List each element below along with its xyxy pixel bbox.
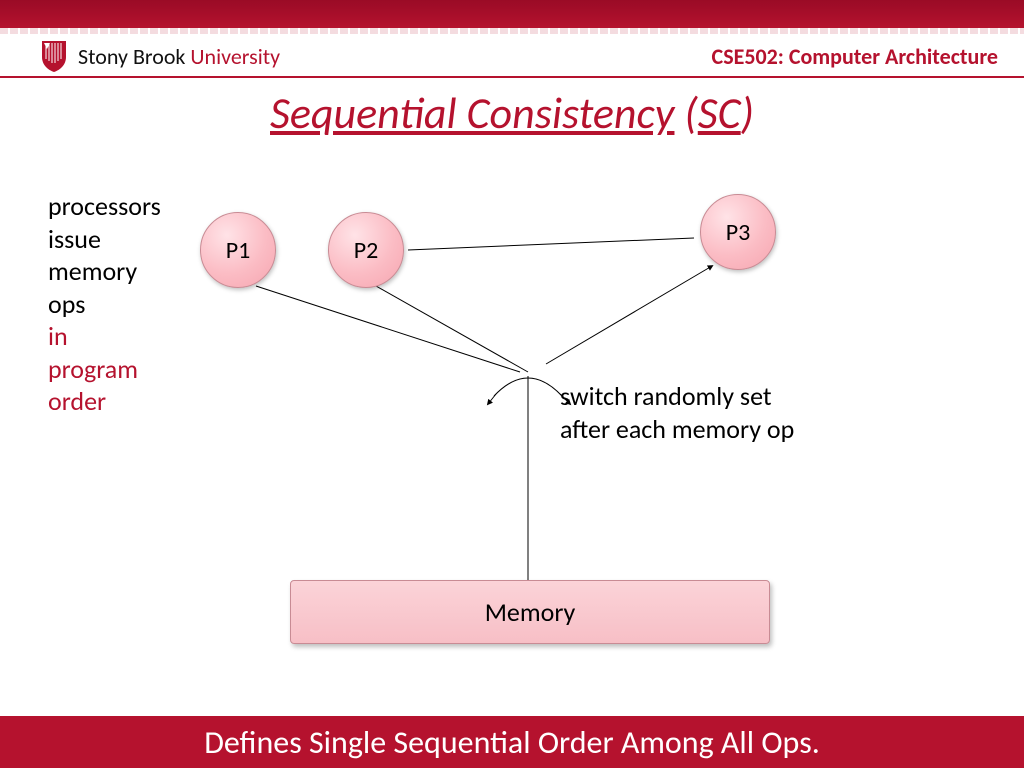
processor-label: P3 [726, 218, 751, 247]
header: Stony Brook University CSE502: Computer … [0, 36, 1024, 78]
memory-box: Memory [290, 580, 770, 644]
course-label: CSE502: Computer Architecture [712, 43, 998, 70]
footer-text: Defines Single Sequential Order Among Al… [204, 723, 820, 762]
switch-annotation-line: after each memory op [560, 413, 794, 446]
shield-icon [40, 39, 68, 73]
memory-label: Memory [485, 596, 576, 628]
title-close-paren: ) [741, 86, 754, 140]
left-annotation-line: issue [48, 223, 161, 256]
switch-annotation-line: switch randomly set [560, 380, 794, 413]
left-annotation-line-em: in [48, 320, 161, 353]
title-open-paren: ( [674, 86, 697, 140]
left-annotation-line-em: order [48, 385, 161, 418]
slide-title: Sequential Consistency (SC) [0, 86, 1024, 140]
processor-node-p2: P2 [328, 212, 404, 288]
diagram-area: processors issue memory ops in program o… [0, 150, 1024, 708]
university-name-strong: Stony Brook [78, 43, 185, 70]
left-annotation-line: ops [48, 288, 161, 321]
left-annotation: processors issue memory ops in program o… [48, 190, 161, 418]
processor-node-p3: P3 [700, 194, 776, 270]
university-name-light: University [185, 43, 280, 70]
processor-label: P2 [354, 236, 379, 265]
processor-node-p1: P1 [200, 212, 276, 288]
left-annotation-line-em: program [48, 353, 161, 386]
footer-bar: Defines Single Sequential Order Among Al… [0, 716, 1024, 768]
title-main: Sequential Consistency [270, 86, 674, 140]
left-annotation-line: processors [48, 190, 161, 223]
university-name: Stony Brook University [78, 43, 280, 70]
top-ribbon [0, 0, 1024, 28]
left-annotation-line: memory [48, 255, 161, 288]
processor-label: P1 [226, 236, 251, 265]
switch-annotation: switch randomly set after each memory op [560, 380, 794, 445]
title-abbr: SC [698, 86, 741, 140]
university-logo: Stony Brook University [40, 39, 280, 73]
